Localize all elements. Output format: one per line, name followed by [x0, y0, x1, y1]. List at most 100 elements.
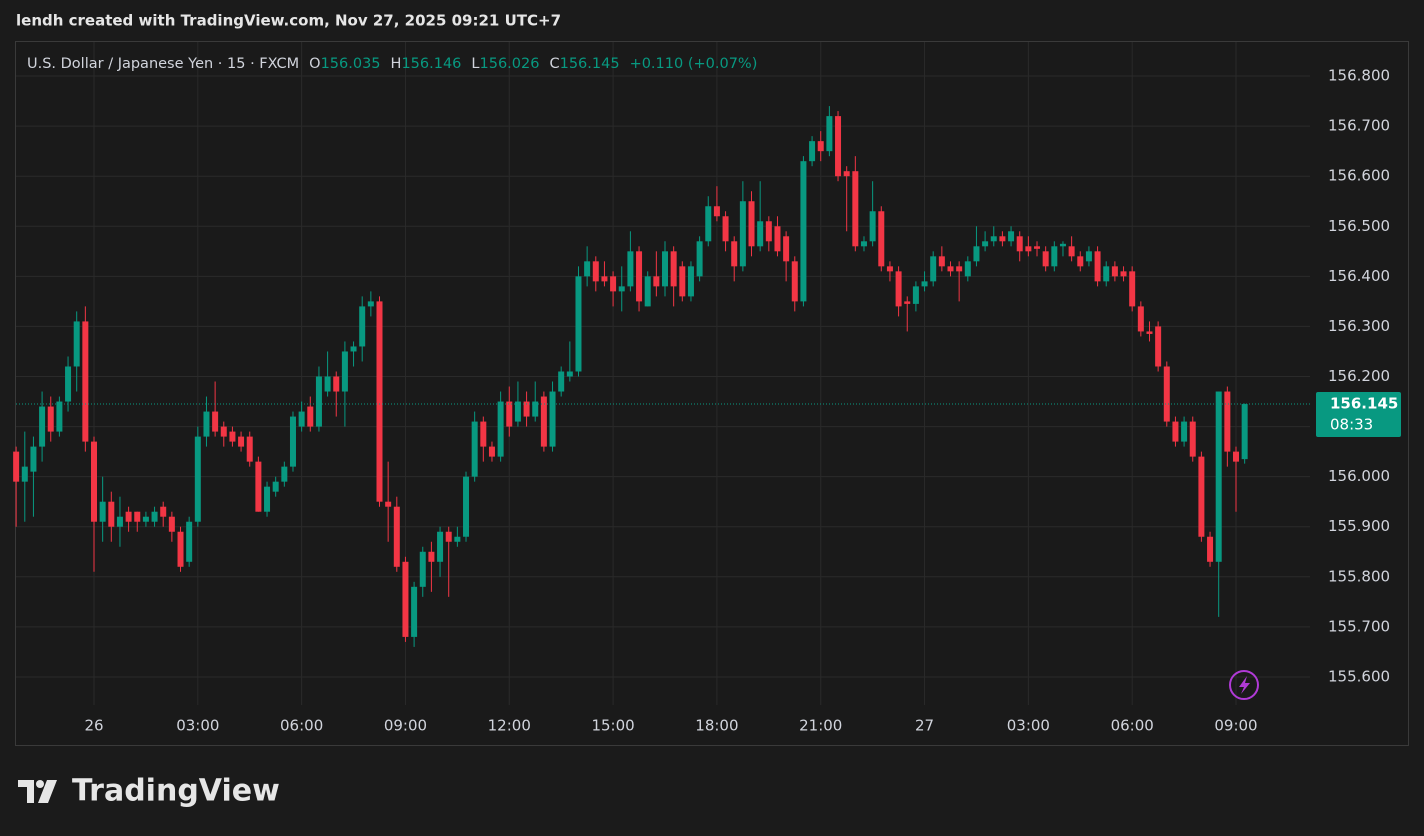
last-price-label: 156.145 — [1330, 395, 1398, 413]
candle-body — [142, 516, 149, 522]
candle-body — [393, 506, 400, 567]
candle-body — [220, 426, 227, 437]
y-tick-label: 156.600 — [1328, 167, 1390, 185]
candle-body — [324, 376, 331, 392]
high-label: H — [391, 56, 402, 72]
candle-body — [791, 261, 798, 302]
candle-body — [341, 351, 348, 392]
candle-body — [39, 406, 46, 447]
credit: lendh created with TradingView.com, Nov … — [16, 12, 561, 30]
candle-body — [938, 256, 945, 267]
candle-body — [238, 436, 245, 447]
candle-body — [445, 531, 452, 542]
candle-body — [765, 221, 772, 242]
candle-body — [921, 281, 928, 287]
candle-body — [912, 286, 919, 304]
candle-body — [670, 251, 677, 287]
candle-body — [65, 366, 72, 402]
candle-body — [886, 266, 893, 272]
candle-body — [748, 201, 755, 247]
candle-body — [437, 531, 444, 562]
candle-body — [739, 201, 746, 267]
candle-body — [99, 501, 106, 522]
candle-body — [757, 221, 764, 247]
candle-body — [333, 376, 340, 392]
candle-body — [653, 276, 660, 287]
candle-body — [281, 466, 288, 482]
candle-body — [212, 411, 219, 432]
y-tick-label: 156.000 — [1328, 467, 1390, 485]
candle-body — [800, 161, 807, 302]
candle-body — [480, 421, 487, 447]
candle-body — [463, 476, 470, 537]
close-label: C — [549, 56, 559, 72]
y-tick-label: 156.800 — [1328, 67, 1390, 85]
candle-body — [696, 241, 703, 277]
candle-body — [549, 391, 556, 447]
low-value: 156.026 — [480, 56, 540, 72]
candle-body — [289, 416, 296, 467]
candle-body — [644, 276, 651, 307]
candle-body — [1120, 271, 1127, 277]
y-tick-label: 155.900 — [1328, 517, 1390, 535]
candle-body — [1111, 266, 1118, 277]
candle-body — [1034, 246, 1041, 249]
candle-body — [687, 266, 694, 297]
candle-body — [1068, 246, 1075, 257]
candle-body — [722, 216, 729, 242]
candle-body — [229, 431, 236, 442]
candle-body — [1155, 326, 1162, 367]
candle-body — [315, 376, 322, 427]
candle-body — [843, 171, 850, 177]
candle-body — [1189, 421, 1196, 457]
candle-body — [904, 301, 911, 304]
candle-body — [497, 401, 504, 457]
candle-body — [1241, 404, 1248, 460]
candle-body — [895, 271, 902, 307]
candle-body — [1163, 366, 1170, 422]
candle-body — [246, 436, 253, 462]
candle-body — [168, 516, 175, 532]
candle-body — [1129, 271, 1136, 307]
y-tick-label: 155.600 — [1328, 667, 1390, 685]
x-tick-label: 21:00 — [799, 717, 842, 735]
candle-body — [601, 276, 608, 282]
logo-dot — [36, 780, 44, 788]
candle-body — [194, 436, 201, 522]
open-label: O — [309, 56, 320, 72]
candle-body — [817, 141, 824, 152]
candle-body — [264, 486, 271, 512]
x-tick-label: 18:00 — [695, 717, 738, 735]
close-value: 156.145 — [560, 56, 620, 72]
candle-body — [471, 421, 478, 477]
brand: TradingView — [72, 774, 280, 809]
candle-body — [662, 251, 668, 287]
candle-body — [454, 536, 461, 542]
x-tick-label: 12:00 — [488, 717, 531, 735]
chart-frame — [15, 41, 1409, 746]
alert-icon[interactable] — [1229, 670, 1259, 700]
candle-body — [1042, 251, 1049, 267]
candle-body — [203, 411, 210, 437]
y-tick-label: 156.700 — [1328, 117, 1390, 135]
candle-body — [402, 561, 409, 637]
candle-body — [566, 371, 573, 377]
candle-body — [1207, 536, 1214, 562]
candle-body — [973, 246, 980, 262]
low-label: L — [471, 56, 479, 72]
candle-body — [878, 211, 885, 267]
candle-body — [428, 551, 435, 562]
x-tick-label: 03:00 — [1007, 717, 1050, 735]
candle-body — [255, 461, 262, 512]
candle-body — [91, 441, 97, 522]
candle-body — [1146, 331, 1153, 334]
candle-body — [523, 401, 530, 417]
candle-body — [411, 586, 418, 637]
candle-body — [134, 511, 141, 522]
candle-body — [186, 521, 193, 562]
candle-body — [177, 531, 184, 567]
candle-body — [1198, 456, 1205, 537]
y-tick-label: 156.500 — [1328, 217, 1390, 235]
candle-body — [21, 466, 28, 482]
